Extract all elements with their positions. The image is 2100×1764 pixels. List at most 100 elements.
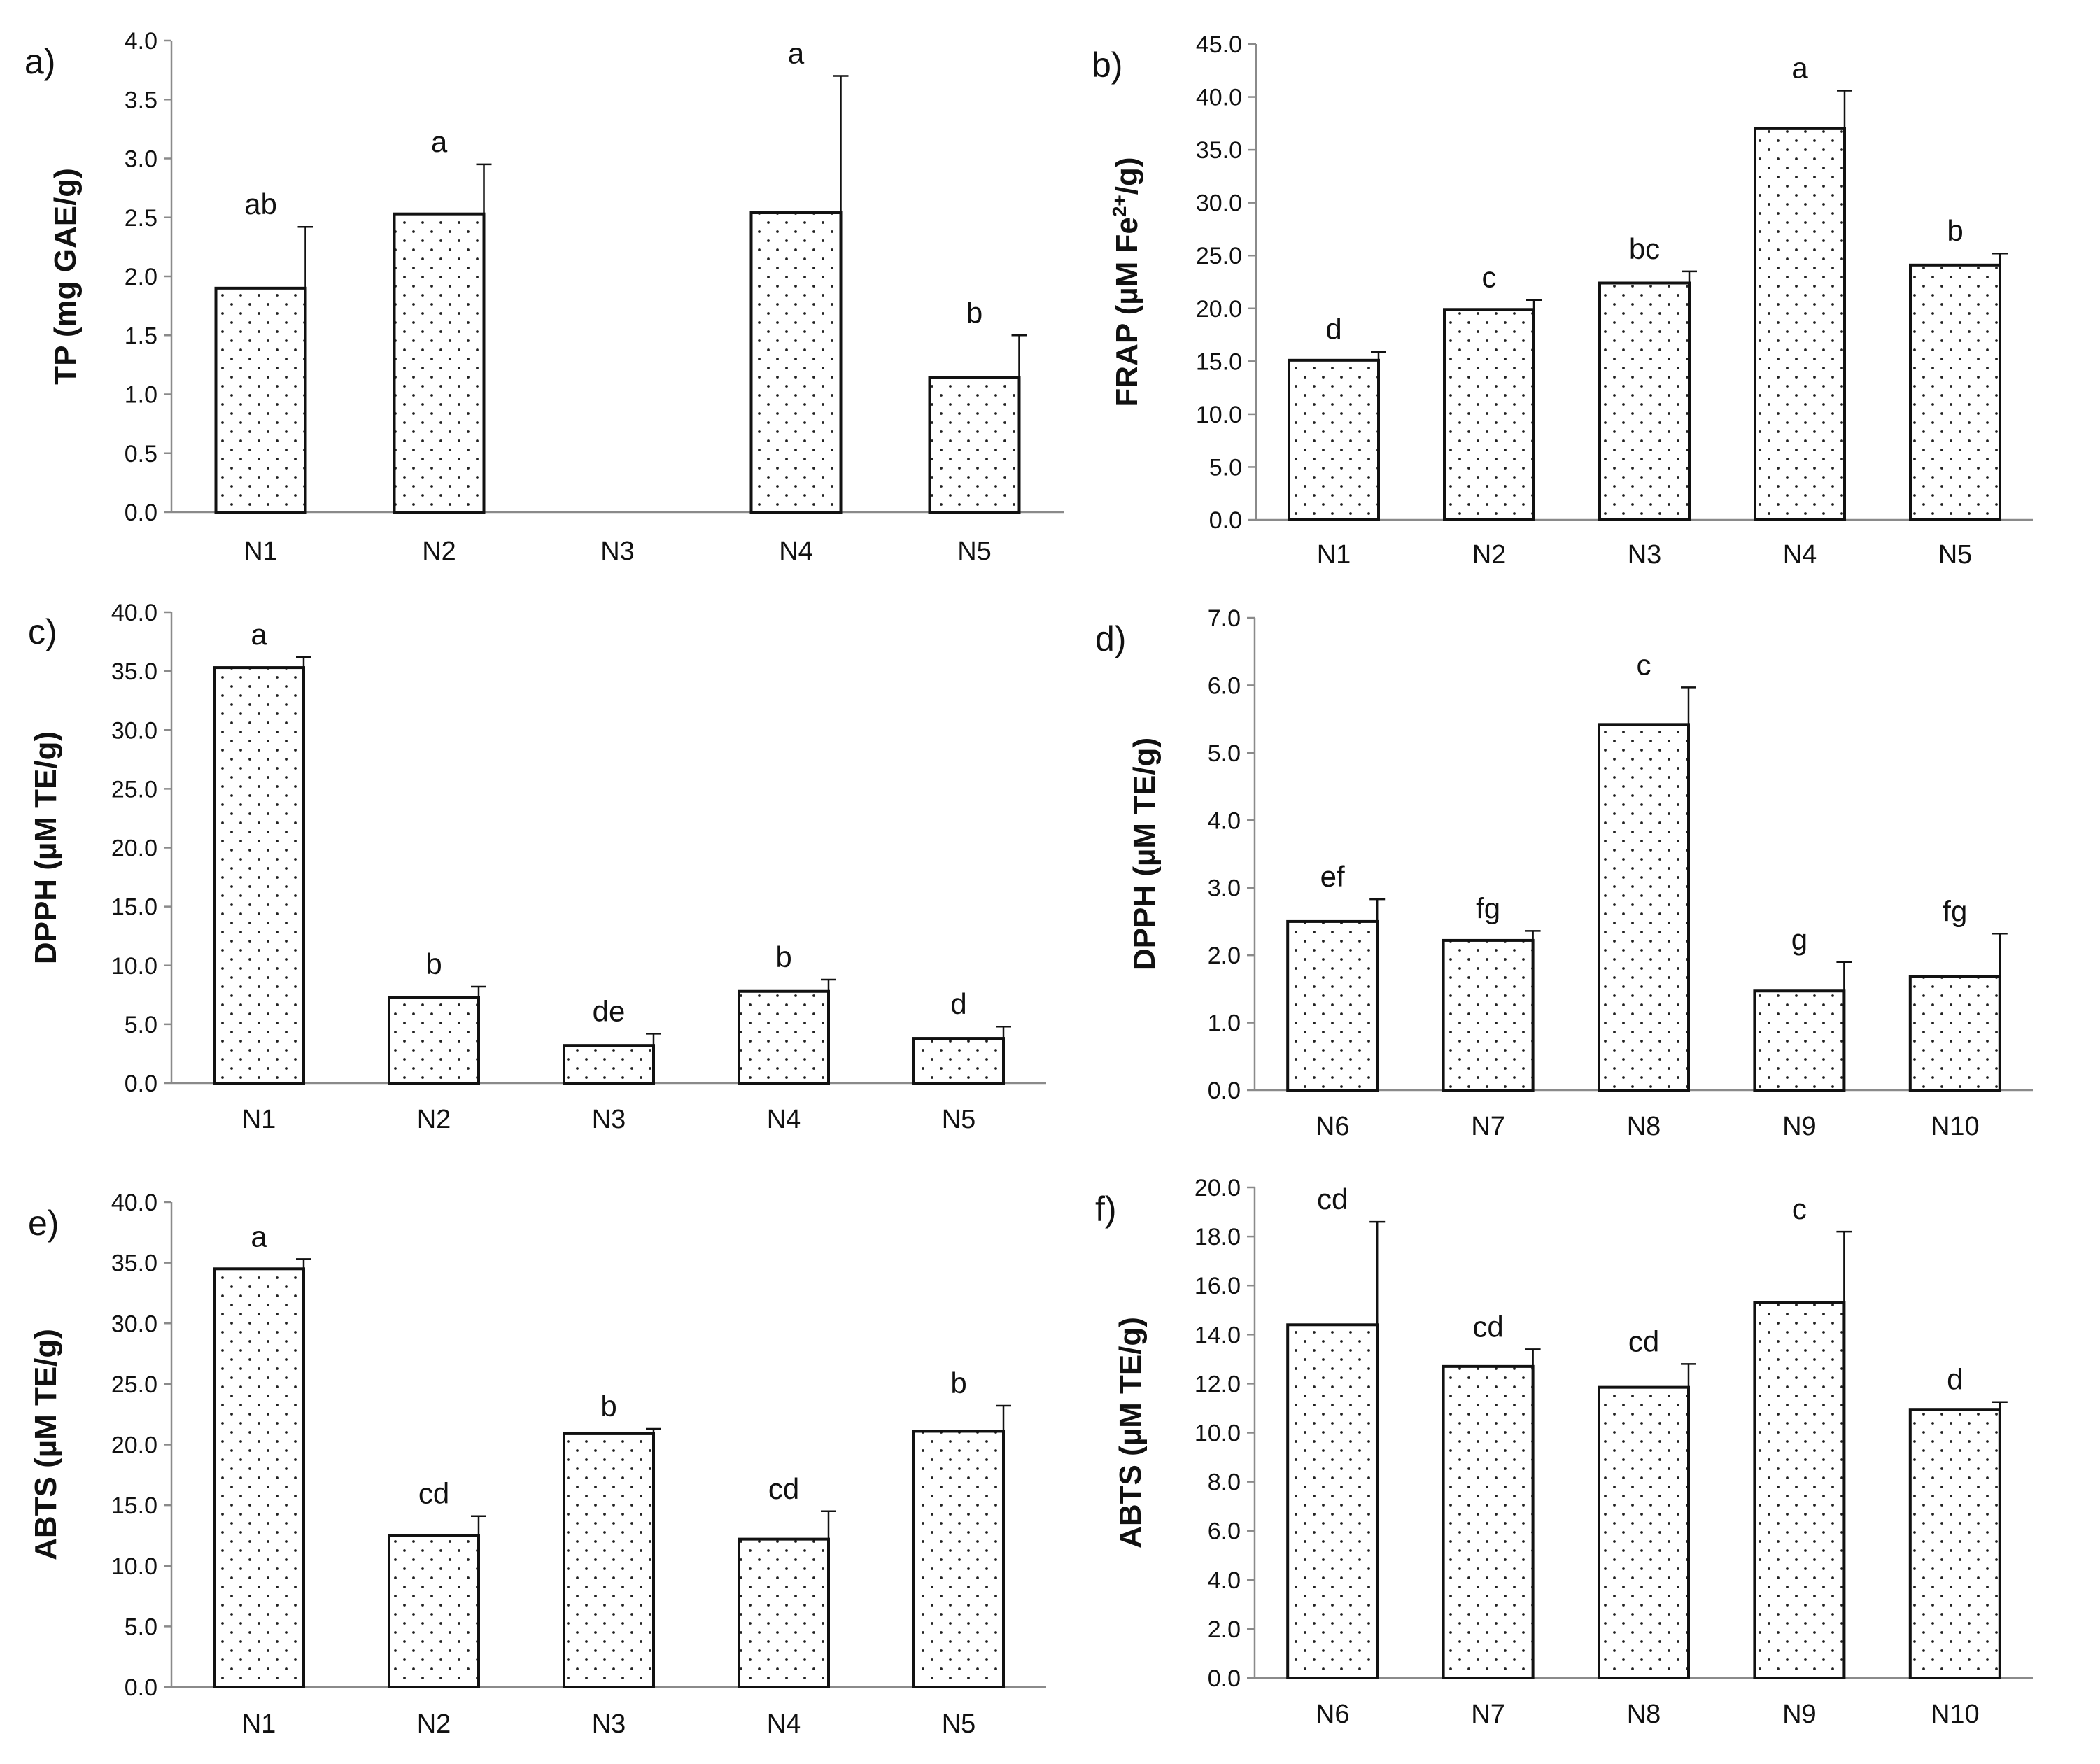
panel-b-category-label: N2: [1472, 540, 1507, 570]
panel-f-category-label: N7: [1471, 1700, 1505, 1729]
panel-f-y-tick-label: 4.0: [1208, 1567, 1241, 1594]
panel-b-y-tick-label: 30.0: [1196, 190, 1242, 217]
panel-a-y-tick-label: 0.0: [125, 500, 157, 526]
panel-a-y-tick-label: 2.0: [125, 264, 157, 290]
panel-a-y-tick-label: 2.5: [125, 205, 157, 232]
panel-a-significance-letter: a: [431, 125, 448, 158]
panel-c-category-label: N1: [242, 1105, 276, 1134]
panel-d-significance-letter: fg: [1943, 894, 1967, 927]
panel-d-y-tick-label: 0.0: [1208, 1078, 1241, 1104]
panel-c-category-label: N5: [942, 1105, 976, 1134]
panel-c-significance-letter: a: [251, 618, 267, 651]
panel-f-significance-letter: c: [1792, 1192, 1807, 1225]
panel-d-bar-n9: [1753, 989, 1846, 1092]
panel-f-category-label: N8: [1627, 1700, 1661, 1729]
panel-b-category-label: N4: [1783, 540, 1817, 570]
panel-e-y-tick-label: 0.0: [125, 1674, 157, 1701]
panel-b-y-tick-label: 40.0: [1196, 85, 1242, 111]
panel-b-bar-n5: [1909, 263, 2001, 521]
panel-a-category-label: N3: [600, 537, 635, 566]
panel-f-category-label: N6: [1316, 1700, 1350, 1729]
panel-a-y-axis-title: TP (mg GAE/g): [48, 168, 83, 385]
panel-c-significance-letter: d: [950, 987, 966, 1020]
panel-a-bar-n4: [749, 211, 843, 514]
panel-e-y-tick-label: 35.0: [111, 1250, 157, 1277]
panel-e-y-tick-label: 5.0: [125, 1614, 157, 1640]
panel-d-bar-n10: [1908, 975, 2001, 1092]
panel-e: 0.0 5.0 10.0 15.0 20.0 25.0 30.0 35.0 40.0 a N1 cd N…: [28, 1190, 1046, 1739]
panel-e-y-tick-label: 10.0: [111, 1553, 157, 1580]
panel-a-y-tick-label: 1.5: [125, 323, 157, 349]
panel-f-bar-n10: [1908, 1408, 2001, 1679]
panel-b-bar-n1: [1288, 358, 1380, 521]
panel-c-y-tick-label: 0.0: [125, 1071, 157, 1097]
panel-c-bar-n4: [738, 989, 830, 1085]
panel-c-significance-letter: de: [593, 994, 626, 1027]
panel-b-category-label: N1: [1317, 540, 1351, 570]
panel-d-significance-letter: ef: [1320, 860, 1345, 893]
panel-d-significance-letter: c: [1637, 648, 1651, 681]
panel-c-category-label: N3: [592, 1105, 626, 1134]
panel-e-y-tick-label: 15.0: [111, 1493, 157, 1519]
panel-d-y-tick-label: 1.0: [1208, 1010, 1241, 1037]
panel-c-bar-n1: [213, 666, 305, 1085]
panel-b-significance-letter: b: [1947, 214, 1963, 247]
panel-e-significance-letter: cd: [418, 1477, 449, 1510]
panel-b-label: b): [1092, 45, 1122, 85]
panel-b-significance-letter: c: [1482, 261, 1497, 294]
panel-c-bar-n2: [388, 996, 480, 1085]
panel-a-y-tick-label: 3.0: [125, 146, 157, 173]
panel-a-y-tick-label: 1.0: [125, 382, 157, 409]
panel-b-y-tick-label: 20.0: [1196, 296, 1242, 323]
panel-c-y-tick-label: 15.0: [111, 894, 157, 921]
panel-e-significance-letter: b: [950, 1367, 966, 1399]
panel-e-significance-letter: cd: [768, 1472, 799, 1505]
panel-f: 0.0 2.0 4.0 6.0 8.0 10.0 12.0 14.0 16.0 18.0 20.0 c…: [1095, 1175, 2033, 1729]
panel-b-y-tick-label: 5.0: [1209, 454, 1242, 481]
panel-c-y-tick-label: 30.0: [111, 717, 157, 744]
panel-f-y-tick-label: 6.0: [1208, 1518, 1241, 1545]
panel-c-y-tick-label: 35.0: [111, 658, 157, 685]
panel-a-category-label: N1: [244, 537, 278, 566]
panel-a-significance-letter: b: [966, 296, 982, 329]
panel-f-bar-n8: [1598, 1385, 1690, 1679]
panel-f-significance-letter: cd: [1628, 1325, 1659, 1357]
panel-e-bar-n4: [738, 1537, 830, 1689]
panel-f-y-tick-label: 20.0: [1195, 1175, 1241, 1201]
panel-f-y-tick-label: 18.0: [1195, 1224, 1241, 1250]
panel-f-y-tick-label: 0.0: [1208, 1665, 1241, 1692]
panel-a-bar-n1: [214, 286, 307, 514]
panel-e-label: e): [28, 1204, 59, 1243]
panel-d-label: d): [1095, 619, 1126, 658]
panel-e-significance-letter: a: [251, 1220, 267, 1253]
panel-c-category-label: N2: [417, 1105, 451, 1134]
panel-b-y-tick-label: 35.0: [1196, 137, 1242, 164]
panel-a-category-label: N2: [422, 537, 456, 566]
panel-c-y-tick-label: 5.0: [125, 1012, 157, 1038]
panel-b-bar-n2: [1443, 308, 1535, 521]
panel-d-y-tick-label: 4.0: [1208, 807, 1241, 834]
panel-c-label: c): [28, 612, 57, 651]
panel-d-category-label: N9: [1782, 1112, 1817, 1141]
panel-c-y-tick-label: 20.0: [111, 835, 157, 862]
panel-c-significance-letter: b: [425, 947, 442, 980]
panel-e-bar-n2: [388, 1534, 480, 1688]
panel-d-category-label: N10: [1931, 1112, 1980, 1141]
panel-b-category-label: N5: [1938, 540, 1973, 570]
panel-d-category-label: N6: [1316, 1112, 1350, 1141]
panel-e-y-tick-label: 20.0: [111, 1432, 157, 1459]
panel-f-category-label: N9: [1782, 1700, 1817, 1729]
panel-d-y-tick-label: 6.0: [1208, 672, 1241, 699]
panel-d: 0.0 1.0 2.0 3.0 4.0 5.0 6.0 7.0 ef N6 fg N7 c N8 g N9 fg…: [1095, 605, 2033, 1141]
panel-f-bar-n6: [1286, 1323, 1379, 1680]
panel-b-y-tick-label: 45.0: [1196, 31, 1242, 58]
panel-a-bar-n2: [393, 212, 486, 514]
panel-d-significance-letter: g: [1791, 923, 1807, 956]
panel-e-y-tick-label: 25.0: [111, 1371, 157, 1398]
panel-f-y-tick-label: 2.0: [1208, 1616, 1241, 1643]
panel-d-category-label: N8: [1627, 1112, 1661, 1141]
panel-c-bar-n5: [912, 1037, 1005, 1085]
panel-b-significance-letter: bc: [1629, 232, 1660, 265]
panel-f-y-axis-title: ABTS (µM TE/g): [1113, 1317, 1148, 1548]
panel-e-category-label: N4: [767, 1709, 801, 1739]
